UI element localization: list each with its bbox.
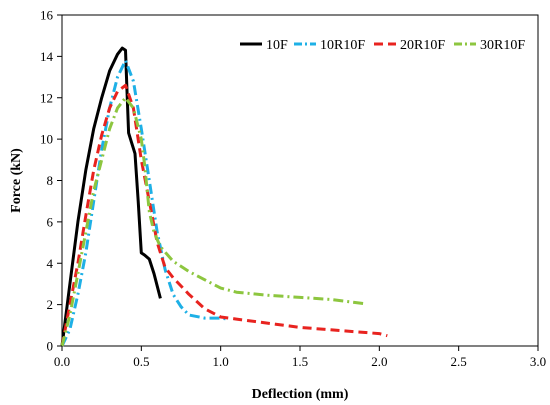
y-tick-label: 14	[40, 49, 54, 64]
x-tick-label: 1.0	[213, 354, 229, 369]
y-tick-label: 16	[40, 8, 54, 23]
y-tick-label: 2	[47, 297, 54, 312]
x-tick-label: 0.5	[133, 354, 149, 369]
legend: 10F 10R10F 20R10F 30R10F	[240, 38, 525, 53]
y-tick-label: 10	[40, 132, 53, 147]
legend-label-1: 10R10F	[320, 38, 365, 53]
legend-label-3: 30R10F	[480, 38, 525, 53]
series-line-3	[60, 96, 364, 347]
legend-label-2: 20R10F	[400, 38, 445, 53]
y-tick-label: 12	[40, 90, 53, 105]
x-tick-label: 3.0	[530, 354, 546, 369]
ticks-group: 0.0 0.5 1.0 1.5 2.0 2.5 3.0 0 2 4 6 8 10 12 14 16	[40, 8, 546, 370]
x-axis-title: Deflection (mm)	[252, 387, 349, 402]
y-tick-label: 6	[47, 214, 54, 229]
x-tick-label: 0.0	[54, 354, 70, 369]
x-tick-label: 1.5	[292, 354, 308, 369]
series-line-0	[60, 46, 162, 347]
y-tick-label: 4	[47, 256, 54, 271]
x-tick-label: 2.5	[451, 354, 467, 369]
series-line-1	[60, 59, 229, 347]
y-axis-title: Force (kN)	[9, 148, 24, 213]
y-tick-label: 0	[47, 339, 54, 354]
legend-label-0: 10F	[266, 38, 288, 53]
series-group	[60, 46, 388, 347]
x-tick-label: 2.0	[371, 354, 387, 369]
y-tick-label: 8	[47, 173, 54, 188]
